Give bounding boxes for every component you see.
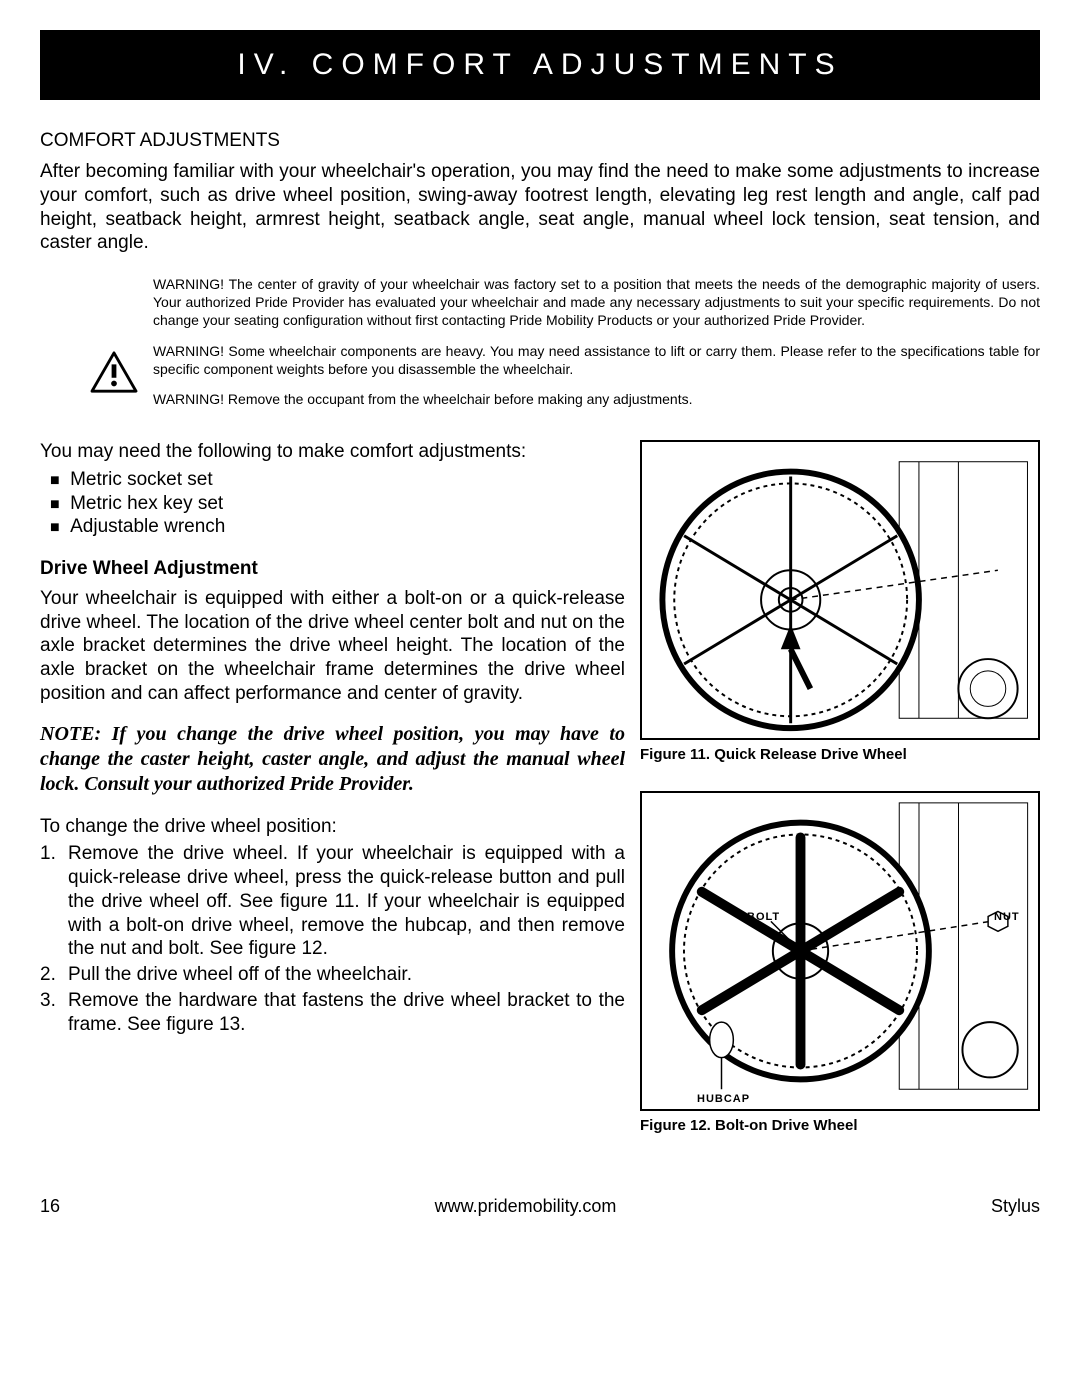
chapter-header: IV. COMFORT ADJUSTMENTS: [40, 30, 1040, 100]
step-item: 3.Remove the hardware that fastens the d…: [40, 989, 625, 1037]
page-footer: 16 www.pridemobility.com Stylus: [40, 1192, 1040, 1217]
tools-intro: You may need the following to make comfo…: [40, 440, 625, 464]
warning-3: WARNING! Remove the occupant from the wh…: [153, 390, 1040, 408]
warning-triangle-icon: [90, 275, 138, 420]
warning-text-group: WARNING! The center of gravity of your w…: [153, 275, 1040, 420]
figure-11-caption: Figure 11. Quick Release Drive Wheel: [640, 746, 1040, 763]
warning-2: WARNING! Some wheelchair components are …: [153, 342, 1040, 378]
label-nut: NUT: [994, 911, 1020, 923]
left-column: You may need the following to make comfo…: [40, 440, 625, 1162]
right-column: Figure 11. Quick Release Drive Wheel: [640, 440, 1040, 1162]
tool-list: Metric socket set Metric hex key set Adj…: [50, 468, 625, 539]
figure-11: [640, 440, 1040, 740]
tool-item: Metric socket set: [50, 468, 625, 492]
tool-item: Metric hex key set: [50, 492, 625, 516]
figure-12-caption: Figure 12. Bolt-on Drive Wheel: [640, 1117, 1040, 1134]
tool-item: Adjustable wrench: [50, 515, 625, 539]
steps-intro: To change the drive wheel position:: [40, 815, 625, 839]
footer-model: Stylus: [991, 1196, 1040, 1217]
warning-block: WARNING! The center of gravity of your w…: [90, 275, 1040, 420]
step-item: 1.Remove the drive wheel. If your wheelc…: [40, 842, 625, 961]
step-item: 2.Pull the drive wheel off of the wheelc…: [40, 963, 625, 987]
drive-wheel-body: Your wheelchair is equipped with either …: [40, 587, 625, 706]
page-number: 16: [40, 1196, 60, 1217]
footer-url: www.pridemobility.com: [435, 1196, 617, 1217]
drive-wheel-heading: Drive Wheel Adjustment: [40, 557, 625, 581]
intro-paragraph: After becoming familiar with your wheelc…: [40, 160, 1040, 255]
label-bolt: BOLT: [747, 911, 780, 923]
label-hubcap: HUBCAP: [697, 1093, 750, 1105]
warning-1: WARNING! The center of gravity of your w…: [153, 275, 1040, 330]
section-title: COMFORT ADJUSTMENTS: [40, 130, 1040, 152]
figure-12: BOLT NUT HUBCAP: [640, 791, 1040, 1111]
note-paragraph: NOTE: If you change the drive wheel posi…: [40, 722, 625, 797]
step-list: 1.Remove the drive wheel. If your wheelc…: [40, 842, 625, 1036]
